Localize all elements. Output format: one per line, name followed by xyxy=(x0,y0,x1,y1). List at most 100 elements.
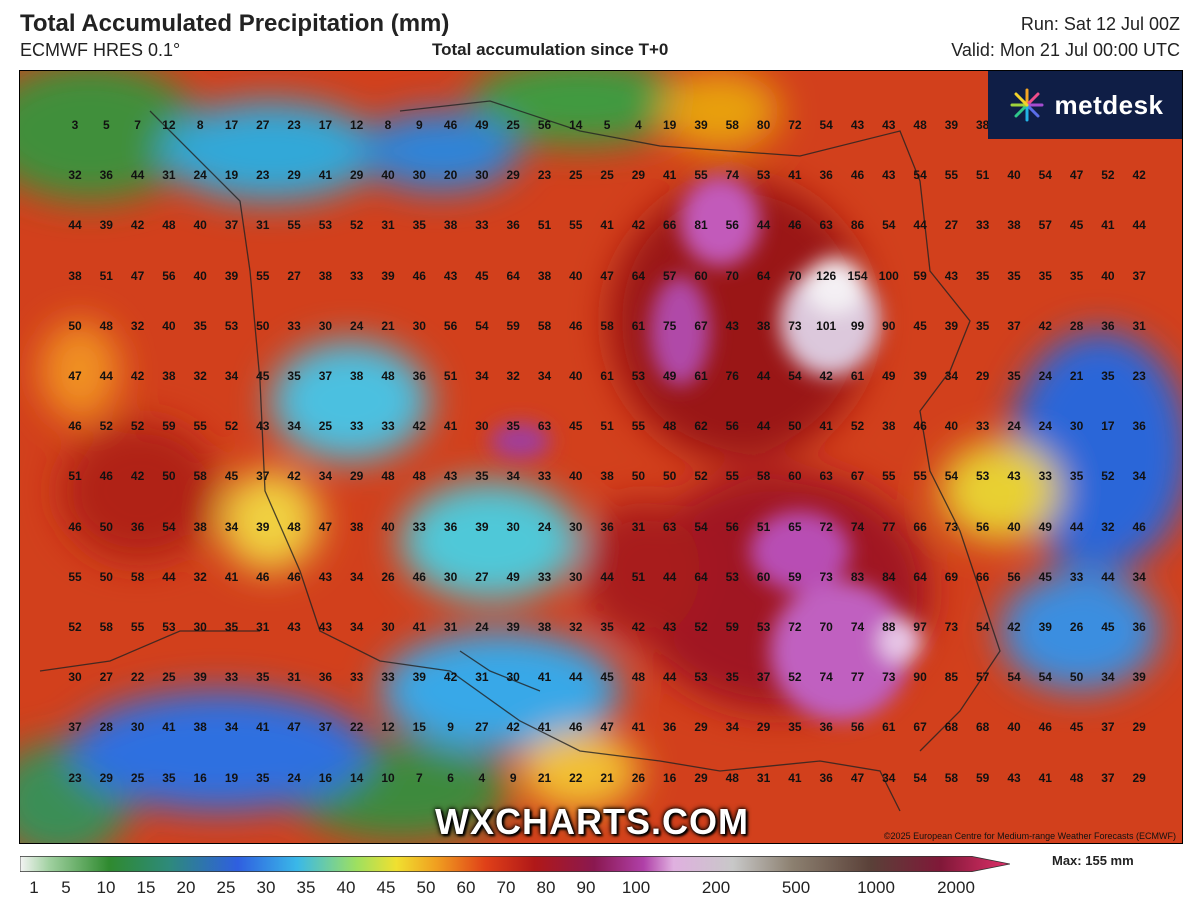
grid-value-label: 37 xyxy=(318,369,333,383)
grid-value-label: 54 xyxy=(1007,670,1021,685)
grid-value-label: 58 xyxy=(756,469,771,484)
grid-value-label: 17 xyxy=(1101,419,1115,434)
grid-value-label: 55 xyxy=(913,469,927,484)
grid-value-label: 30 xyxy=(569,569,583,584)
grid-value-label: 40 xyxy=(569,369,583,383)
grid-value-label: 73 xyxy=(788,318,802,333)
grid-value-label: 45 xyxy=(475,268,489,283)
grid-value-label: 24 xyxy=(193,168,207,183)
grid-value-label: 84 xyxy=(882,569,896,584)
grid-value-label: 46 xyxy=(1038,720,1052,735)
grid-value-label: 33 xyxy=(475,218,489,233)
grid-value-label: 73 xyxy=(819,569,833,584)
grid-value-label: 23 xyxy=(537,168,552,183)
grid-value-label: 24 xyxy=(287,770,301,785)
grid-value-label: 29 xyxy=(506,168,520,183)
grid-value-label: 80 xyxy=(756,118,771,132)
grid-value-label: 43 xyxy=(318,620,333,634)
legend-tick-label: 25 xyxy=(216,878,236,897)
grid-value-label: 39 xyxy=(1038,620,1052,634)
grid-value-label: 6 xyxy=(447,770,454,785)
grid-value-label: 35 xyxy=(1069,268,1084,283)
grid-value-label: 25 xyxy=(130,770,145,785)
grid-value-label: 33 xyxy=(1069,569,1084,584)
grid-value-label: 34 xyxy=(725,720,739,735)
grid-value-label: 7 xyxy=(134,118,141,132)
grid-value-label: 4 xyxy=(635,118,642,132)
grid-value-label: 38 xyxy=(350,519,364,534)
grid-value-label: 74 xyxy=(850,620,865,634)
grid-value-label: 39 xyxy=(475,519,489,534)
grid-value-label: 59 xyxy=(976,770,990,785)
grid-value-label: 68 xyxy=(944,720,959,735)
grid-value-label: 59 xyxy=(788,569,802,584)
grid-value-label: 44 xyxy=(1069,519,1084,534)
grid-value-label: 29 xyxy=(1132,720,1146,735)
grid-value-label: 63 xyxy=(819,218,833,233)
grid-value-label: 58 xyxy=(193,469,207,484)
grid-value-label: 25 xyxy=(600,168,614,183)
grid-value-label: 30 xyxy=(68,670,82,685)
grid-value-label: 66 xyxy=(976,569,990,584)
grid-value-label: 86 xyxy=(850,218,865,233)
grid-value-label: 40 xyxy=(1101,268,1115,283)
legend-ticks: 1 5 10 15 20 25 30 35 40 45 50 60 70 80 90 100 200 500 100… xyxy=(20,878,1010,902)
grid-value-label: 72 xyxy=(788,118,802,132)
grid-value-label: 41 xyxy=(1101,218,1115,233)
grid-value-label: 29 xyxy=(694,720,708,735)
legend-tick-label: 100 xyxy=(621,878,651,897)
grid-value-label: 43 xyxy=(882,118,896,132)
grid-value-label: 46 xyxy=(1132,519,1146,534)
grid-value-label: 29 xyxy=(1132,770,1146,785)
grid-value-label: 50 xyxy=(162,469,176,484)
grid-value-label: 56 xyxy=(443,318,458,333)
grid-value-label: 31 xyxy=(631,519,646,534)
grid-value-label: 51 xyxy=(99,268,113,283)
grid-value-label: 53 xyxy=(976,469,990,484)
grid-value-label: 26 xyxy=(381,569,395,584)
grid-value-label: 39 xyxy=(913,369,927,383)
grid-value-label: 41 xyxy=(663,168,677,183)
grid-value-label: 126 xyxy=(816,268,837,283)
grid-value-label: 10 xyxy=(381,770,395,785)
grid-value-label: 43 xyxy=(1007,770,1021,785)
grid-value-label: 38 xyxy=(537,620,552,634)
grid-value-label: 48 xyxy=(725,770,739,785)
grid-value-label: 43 xyxy=(287,620,301,634)
grid-value-label: 44 xyxy=(756,419,771,434)
grid-value-label: 34 xyxy=(350,569,364,584)
grid-value-label: 55 xyxy=(68,569,82,584)
grid-value-label: 36 xyxy=(1132,620,1146,634)
grid-value-label: 34 xyxy=(287,419,301,434)
grid-value-label: 99 xyxy=(850,318,865,333)
grid-value-label: 52 xyxy=(1101,168,1115,183)
grid-value-label: 23 xyxy=(1132,369,1146,383)
grid-value-label: 36 xyxy=(412,369,426,383)
grid-value-label: 46 xyxy=(412,268,426,283)
grid-value-label: 25 xyxy=(506,118,520,132)
grid-value-label: 44 xyxy=(569,670,583,685)
grid-value-label: 33 xyxy=(976,218,990,233)
grid-value-label: 37 xyxy=(756,670,771,685)
grid-value-label: 32 xyxy=(193,569,207,584)
grid-value-label: 42 xyxy=(631,620,646,634)
grid-value-label: 34 xyxy=(506,469,520,484)
grid-value-label: 51 xyxy=(443,369,458,383)
grid-value-label: 46 xyxy=(569,720,583,735)
wxcharts-watermark: WXCHARTS.COM xyxy=(435,801,749,842)
legend-tick-label: 50 xyxy=(416,878,436,897)
grid-value-label: 24 xyxy=(475,620,489,634)
grid-value-label: 30 xyxy=(193,620,207,634)
grid-value-label: 50 xyxy=(99,569,113,584)
grid-value-label: 27 xyxy=(475,720,489,735)
grid-value-label: 35 xyxy=(193,318,207,333)
grid-value-label: 40 xyxy=(193,268,207,283)
grid-value-label: 33 xyxy=(976,419,990,434)
grid-value-label: 45 xyxy=(1069,218,1084,233)
grid-value-label: 33 xyxy=(412,519,426,534)
legend-tick-label: 90 xyxy=(576,878,596,897)
grid-value-label: 35 xyxy=(506,419,520,434)
grid-value-label: 43 xyxy=(882,168,896,183)
grid-value-label: 31 xyxy=(162,168,176,183)
grid-value-label: 36 xyxy=(1101,318,1115,333)
